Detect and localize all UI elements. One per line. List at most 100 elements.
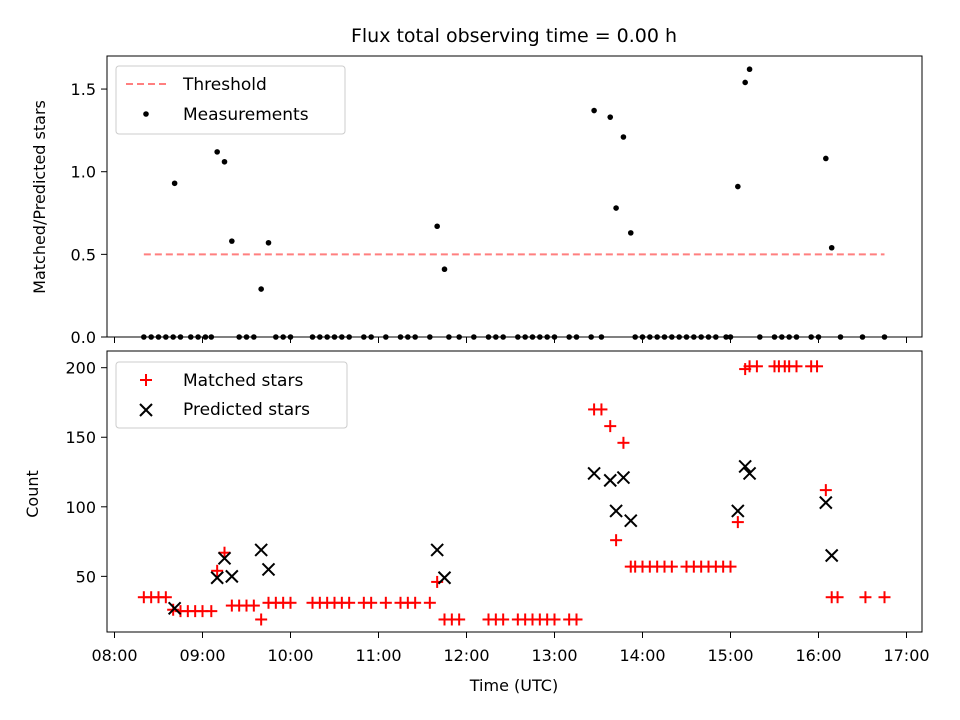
predicted-point (731, 504, 745, 518)
predicted-point (217, 551, 232, 565)
matched-point (247, 599, 260, 612)
top-frame (106, 55, 923, 338)
matched-point (423, 596, 436, 609)
matched-point (255, 613, 268, 626)
bottom-panel: Count Time (UTC) 50 100 150 200 08:00 09:00 1… (23, 350, 930, 695)
bottom-xtick-label: 17:00 (883, 646, 929, 665)
top-legend-box (115, 65, 346, 135)
bottom-ylabel: Count (23, 470, 42, 518)
bottom-legend: Matched stars Predicted stars (115, 361, 348, 429)
predicted-point (609, 504, 623, 518)
matched-point (159, 591, 172, 604)
predicted-point (430, 543, 444, 557)
legend-matched-label: Matched stars (183, 371, 303, 391)
bottom-xtick-label: 12:00 (443, 646, 489, 665)
measurement-point (591, 107, 597, 114)
measurement-point (265, 239, 272, 246)
matched-point (365, 596, 378, 609)
top-yticks: 0.0 0.5 1.0 1.5 (71, 80, 107, 347)
predicted-point (261, 562, 276, 577)
bottom-plot-area (137, 360, 891, 626)
measurement-point (258, 286, 264, 292)
matched-point (617, 436, 630, 449)
measurement-point (441, 266, 448, 273)
matched-point (859, 591, 872, 604)
matched-point (811, 360, 824, 373)
matched-point (819, 484, 832, 497)
top-ytick-label: 0.5 (71, 245, 96, 264)
matched-point (790, 360, 803, 373)
bottom-ytick-label: 150 (65, 428, 96, 447)
bottom-xtick-label: 09:00 (179, 646, 225, 665)
bottom-yticks: 50 100 150 200 (65, 359, 107, 586)
legend-threshold-label: Threshold (182, 75, 267, 95)
measurement-point (746, 66, 753, 73)
matched-point (343, 596, 356, 609)
matched-point (570, 613, 583, 626)
predicted-point (210, 571, 224, 585)
legend-measurements-label: Measurements (183, 105, 309, 125)
matched-point (205, 605, 218, 618)
matched-point (750, 360, 763, 373)
predicted-point (254, 543, 268, 557)
measurement-point (229, 238, 235, 244)
matched-point (409, 596, 422, 609)
predicted-point (624, 514, 638, 528)
matched-point (497, 613, 510, 626)
bottom-xtick-label: 16:00 (795, 646, 841, 665)
matched-point (211, 564, 224, 577)
measurement-point (613, 205, 619, 211)
matched-point (595, 403, 608, 416)
measurement-point (735, 183, 741, 190)
matched-point (831, 591, 844, 604)
top-ylabel: Matched/Predicted stars (30, 100, 49, 294)
top-ytick-label: 0.0 (71, 328, 96, 347)
bottom-xticks: 08:00 09:00 10:00 11:00 12:00 13:00 14:00 15:00… (91, 632, 930, 665)
matched-point (218, 546, 231, 559)
measurement-point (434, 223, 440, 230)
legend-predicted-swatch (139, 403, 153, 417)
matched-point (878, 591, 891, 604)
predicted-point (225, 569, 239, 584)
matched-point (731, 516, 744, 529)
measurement-point (214, 149, 220, 155)
legend-matched-swatch (140, 374, 152, 386)
predicted-point (738, 459, 752, 474)
matched-point (453, 613, 466, 626)
bottom-xtick-label: 13:00 (531, 646, 577, 665)
predicted-point (616, 470, 631, 485)
matched-point (379, 596, 392, 609)
measurement-point (823, 155, 829, 162)
measurement-point (828, 244, 835, 251)
matched-point (610, 534, 623, 547)
measurement-point (620, 134, 627, 140)
legend-predicted-label: Predicted stars (183, 400, 310, 420)
bottom-xtick-label: 15:00 (707, 646, 753, 665)
figure-title: Flux total observing time = 0.00 h (351, 25, 677, 47)
legend-measurements-swatch (143, 111, 149, 117)
top-legend: Threshold Measurements (115, 65, 346, 135)
predicted-point (742, 466, 757, 481)
predicted-point (587, 466, 601, 481)
measurement-point (607, 114, 614, 120)
top-ytick-label: 1.0 (71, 163, 96, 182)
bottom-legend-box (115, 361, 348, 429)
top-panel: Matched/Predicted stars 0.0 0.5 1.0 1.5 Thr… (30, 55, 923, 347)
measurement-point (742, 79, 748, 86)
bottom-xtick-label: 10:00 (267, 646, 313, 665)
predicted-point (824, 548, 839, 563)
matched-point (548, 613, 561, 626)
bottom-ytick-label: 200 (65, 359, 96, 378)
predicted-point (167, 601, 182, 616)
matched-point (284, 596, 297, 609)
matched-point (724, 560, 737, 573)
predicted-point (437, 571, 452, 585)
bottom-ytick-label: 50 (76, 567, 96, 586)
bottom-frame (106, 350, 923, 633)
top-ytick-label: 1.5 (71, 80, 96, 99)
measurement-point (221, 158, 228, 165)
bottom-xtick-label: 08:00 (91, 646, 137, 665)
measurement-point (171, 180, 178, 187)
predicted-point (819, 495, 833, 510)
